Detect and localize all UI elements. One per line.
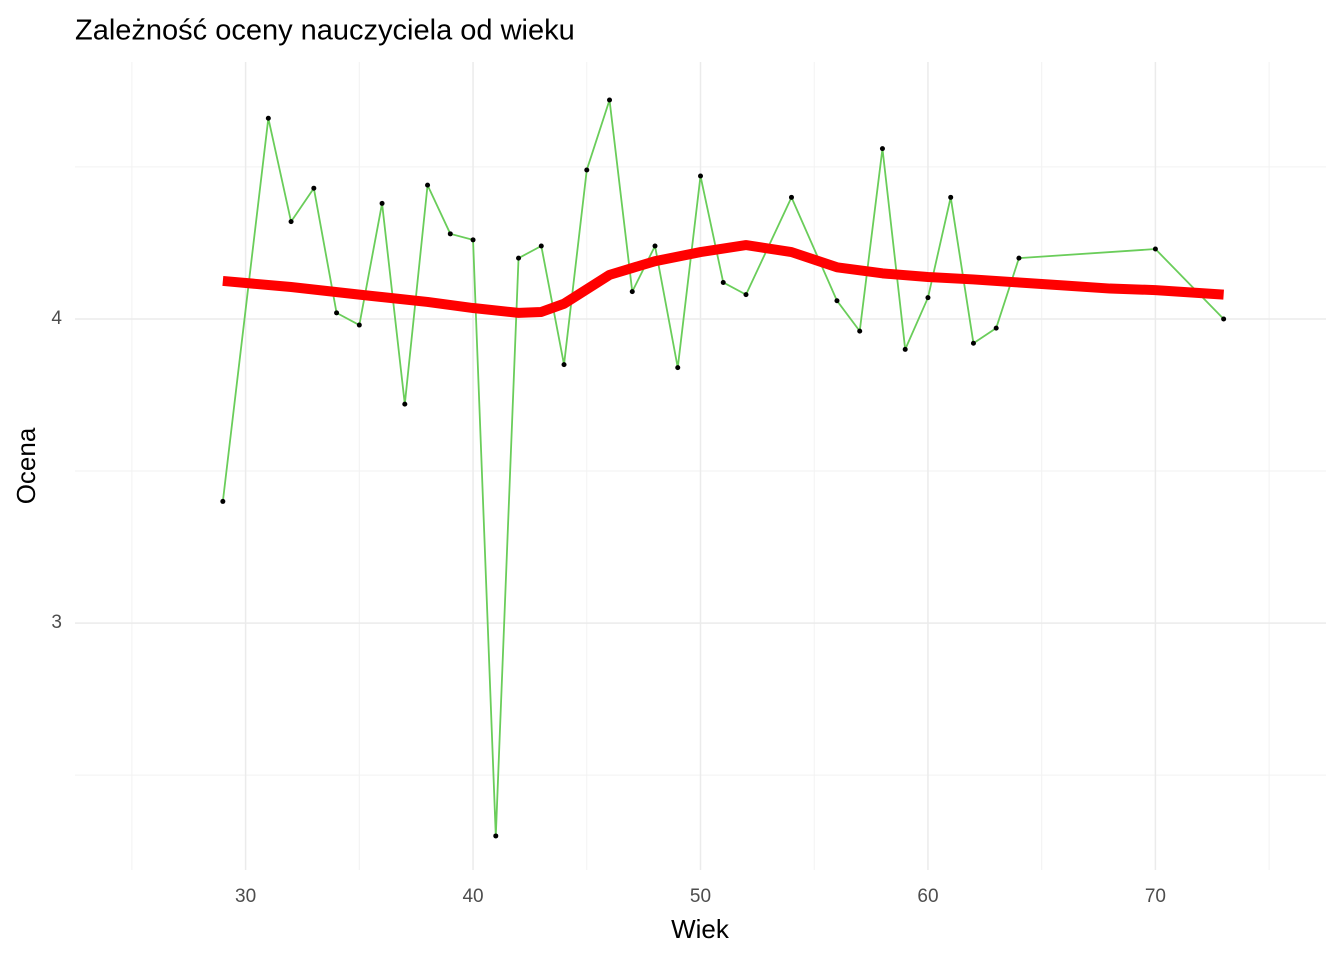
data-point [652, 243, 658, 249]
data-point [561, 362, 567, 368]
data-point [970, 340, 976, 346]
plot-area [220, 97, 1227, 839]
data-point [584, 167, 590, 173]
data-point [1152, 246, 1158, 252]
data-point [447, 231, 453, 237]
data-point [698, 173, 703, 179]
smooth-line [222, 240, 1224, 318]
data-point [993, 325, 999, 331]
data-point [288, 219, 294, 225]
x-tick-label: 40 [462, 886, 483, 907]
x-tick-label: 30 [235, 886, 256, 907]
data-point [265, 115, 271, 121]
data-point [311, 185, 317, 191]
data-point [538, 243, 544, 249]
data-point [925, 295, 931, 301]
data-point [402, 401, 408, 407]
chart-title: Zależność oceny nauczyciela od wieku [75, 15, 575, 47]
data-point [1221, 316, 1227, 322]
data-point [334, 310, 340, 316]
data-point [516, 255, 522, 261]
x-tick-label: 60 [917, 886, 938, 907]
data-point [493, 833, 499, 839]
grid: 30 40 50 60 70 3 4 [51, 62, 1326, 907]
data-point [629, 289, 635, 295]
y-axis-label: Ocena [11, 427, 41, 504]
data-point [788, 194, 794, 200]
data-point [470, 237, 476, 243]
data-point [220, 498, 226, 504]
data-point [720, 279, 726, 285]
data-point [356, 322, 362, 328]
data-point [857, 328, 863, 334]
y-tick-label: 3 [51, 612, 62, 633]
x-axis-label: Wiek [671, 914, 730, 944]
data-point [743, 292, 749, 298]
data-point [1016, 255, 1022, 261]
data-point [834, 298, 840, 304]
data-point [879, 146, 885, 152]
data-point [607, 97, 613, 103]
x-tick-label: 50 [690, 886, 711, 907]
data-point [948, 194, 954, 200]
y-tick-label: 4 [51, 308, 62, 329]
data-point [675, 365, 681, 371]
x-tick-label: 70 [1145, 886, 1166, 907]
data-point [425, 182, 431, 188]
data-point [379, 200, 385, 206]
data-point [902, 346, 908, 352]
